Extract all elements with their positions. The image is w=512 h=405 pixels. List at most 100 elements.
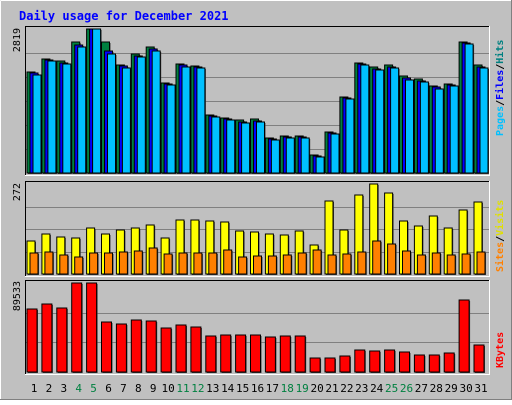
day-label-23: 23 bbox=[355, 382, 368, 395]
kbytes-bar-day-14 bbox=[220, 334, 232, 373]
sites-bar-day-12 bbox=[193, 252, 203, 275]
pages-bar-day-3 bbox=[62, 63, 72, 174]
kbytes-bar-day-17 bbox=[264, 336, 276, 373]
day-label-11: 11 bbox=[176, 382, 189, 395]
legend-hits: Hits bbox=[494, 40, 506, 64]
day-label-1: 1 bbox=[31, 382, 38, 395]
sites-bar-day-13 bbox=[208, 252, 218, 275]
kbytes-bar-day-30 bbox=[458, 299, 470, 373]
pages-bar-day-5 bbox=[92, 28, 102, 174]
legend-visits: Visits bbox=[494, 200, 506, 236]
kbytes-legend: KBytes bbox=[495, 332, 506, 368]
pages-bar-day-10 bbox=[166, 84, 176, 174]
day-label-19: 19 bbox=[296, 382, 309, 395]
kbytes-bar-day-18 bbox=[279, 335, 291, 373]
pages-bar-day-30 bbox=[464, 43, 474, 174]
legend-sites: Sites bbox=[494, 242, 506, 272]
kbytes-bar-day-13 bbox=[205, 335, 217, 373]
visits-sites-panel bbox=[25, 181, 490, 277]
day-label-29: 29 bbox=[445, 382, 458, 395]
kbytes-bar-day-24 bbox=[369, 350, 381, 373]
kbytes-bar-day-2 bbox=[41, 303, 53, 373]
pages-bar-day-29 bbox=[449, 85, 459, 174]
day-label-10: 10 bbox=[161, 382, 174, 395]
sites-bar-day-17 bbox=[267, 255, 277, 275]
legend-kbytes: KBytes bbox=[495, 332, 506, 368]
day-label-28: 28 bbox=[430, 382, 443, 395]
day-label-17: 17 bbox=[266, 382, 279, 395]
sites-bar-day-25 bbox=[387, 243, 397, 275]
day-label-9: 9 bbox=[150, 382, 157, 395]
pages-bar-day-6 bbox=[107, 53, 116, 174]
kbytes-bar-day-12 bbox=[190, 326, 202, 373]
chart-title: Daily usage for December 2021 bbox=[19, 9, 229, 23]
pages-bar-day-31 bbox=[479, 67, 489, 174]
sites-bar-day-11 bbox=[178, 252, 188, 275]
legend-sep-2: / bbox=[495, 64, 506, 70]
sites-bar-day-31 bbox=[476, 251, 486, 275]
visits-legend: Sites/Visits bbox=[494, 200, 506, 272]
pages-bar-day-9 bbox=[151, 50, 161, 174]
sites-bar-day-5 bbox=[89, 252, 99, 275]
pages-bar-day-14 bbox=[226, 119, 236, 174]
pages-bar-day-16 bbox=[256, 121, 265, 174]
pages-bar-day-24 bbox=[375, 69, 385, 174]
kbytes-bar-day-29 bbox=[443, 352, 455, 373]
sites-bar-day-23 bbox=[357, 251, 367, 275]
day-label-26: 26 bbox=[400, 382, 413, 395]
kbytes-bar-day-4 bbox=[71, 282, 83, 373]
sites-bar-day-20 bbox=[312, 249, 322, 275]
sites-bar-day-21 bbox=[327, 254, 337, 275]
sites-bar-day-18 bbox=[282, 254, 292, 275]
day-label-6: 6 bbox=[105, 382, 112, 395]
day-label-3: 3 bbox=[60, 382, 67, 395]
hits-files-pages-panel bbox=[25, 26, 490, 176]
sites-bar-day-2 bbox=[44, 251, 54, 275]
kbytes-bar-day-3 bbox=[56, 307, 68, 373]
pages-bar-day-8 bbox=[136, 56, 146, 174]
pages-bar-day-23 bbox=[360, 64, 370, 174]
day-label-4: 4 bbox=[75, 382, 82, 395]
pages-bar-day-25 bbox=[390, 67, 400, 174]
pages-bar-day-7 bbox=[121, 67, 131, 174]
sites-bar-day-29 bbox=[446, 254, 456, 275]
sites-bar-day-1 bbox=[29, 252, 39, 275]
pages-bar-day-15 bbox=[241, 122, 251, 174]
kbytes-bar-day-8 bbox=[130, 319, 142, 373]
kbytes-bar-day-11 bbox=[175, 324, 187, 373]
day-label-12: 12 bbox=[191, 382, 204, 395]
day-label-18: 18 bbox=[281, 382, 294, 395]
hits-ymax-label: 2819 bbox=[12, 28, 23, 52]
sites-bar-day-8 bbox=[133, 250, 143, 275]
sites-bar-day-15 bbox=[238, 256, 248, 275]
day-label-16: 16 bbox=[251, 382, 264, 395]
sites-bar-day-28 bbox=[431, 252, 441, 275]
sites-bar-day-7 bbox=[118, 251, 128, 275]
day-label-8: 8 bbox=[135, 382, 142, 395]
kbytes-bar-day-16 bbox=[250, 334, 261, 373]
kbytes-bar-day-25 bbox=[384, 349, 396, 373]
pages-bar-day-22 bbox=[345, 98, 355, 174]
day-label-21: 21 bbox=[325, 382, 338, 395]
day-label-24: 24 bbox=[370, 382, 384, 395]
sites-bar-day-19 bbox=[297, 252, 307, 275]
pages-bar-day-19 bbox=[300, 137, 310, 174]
sites-bar-day-3 bbox=[59, 254, 69, 275]
sites-bar-day-26 bbox=[402, 250, 411, 275]
day-label-30: 30 bbox=[459, 382, 472, 395]
legend-sep-3: / bbox=[495, 236, 506, 242]
pages-bar-day-21 bbox=[330, 133, 340, 174]
day-label-20: 20 bbox=[310, 382, 323, 395]
pages-bar-day-26 bbox=[405, 79, 414, 174]
legend-sep-1: / bbox=[495, 100, 506, 106]
pages-bar-day-13 bbox=[211, 116, 221, 174]
day-label-5: 5 bbox=[90, 382, 97, 395]
kbytes-bar-day-10 bbox=[160, 327, 172, 373]
pages-bar-day-27 bbox=[419, 81, 429, 174]
pages-bar-day-2 bbox=[47, 60, 57, 174]
kbytes-bar-day-15 bbox=[235, 334, 247, 373]
pages-bar-day-17 bbox=[270, 139, 280, 174]
kbytes-bar-day-27 bbox=[413, 354, 425, 373]
kbytes-bar-day-9 bbox=[145, 320, 157, 373]
